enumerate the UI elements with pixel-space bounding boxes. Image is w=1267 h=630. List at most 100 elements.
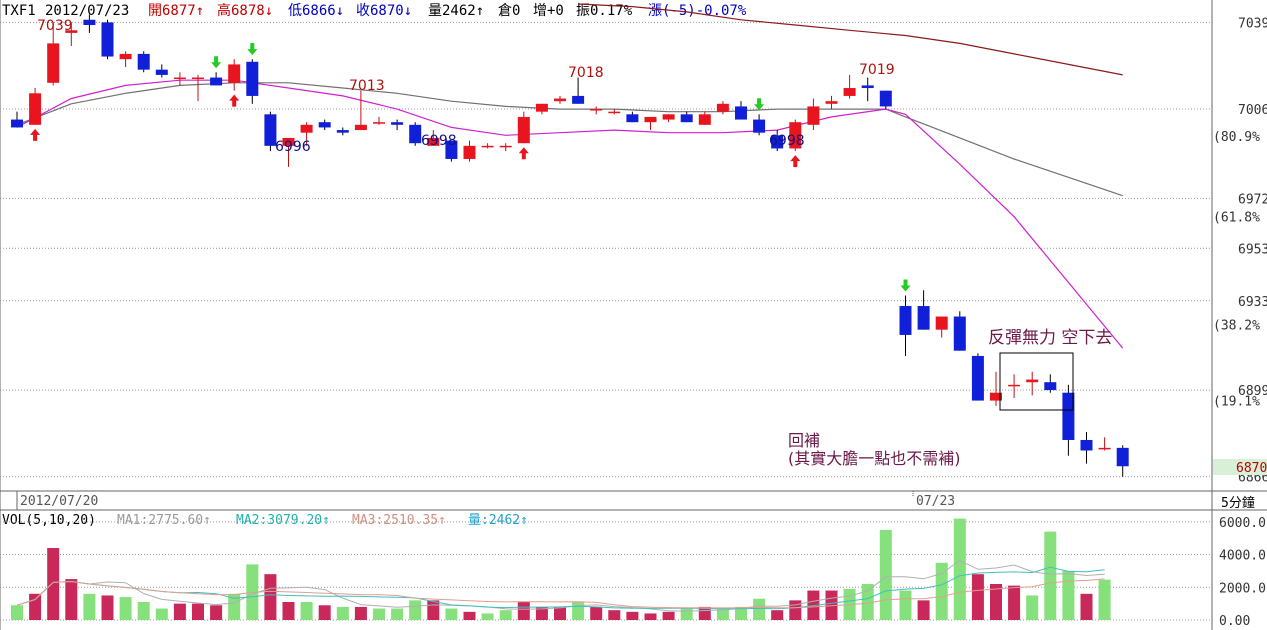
candle-body bbox=[590, 109, 603, 111]
volume-tick-label: 4000.0 bbox=[1219, 549, 1266, 564]
candle-body bbox=[409, 124, 422, 144]
candle-body bbox=[336, 130, 349, 133]
volume-bar bbox=[517, 602, 530, 620]
candle-body bbox=[246, 61, 259, 96]
volume-bar bbox=[971, 574, 984, 620]
symbol-label: TXF1 bbox=[2, 3, 36, 19]
peak-label-7013: 7013 bbox=[349, 78, 385, 94]
candle-body bbox=[626, 114, 639, 123]
volume-title: VOL(5,10,20) bbox=[2, 513, 96, 528]
candle-body bbox=[680, 114, 693, 123]
candle-body bbox=[11, 119, 23, 128]
refill-title: 回補 bbox=[788, 431, 820, 450]
volume-bar bbox=[626, 611, 639, 620]
candle-body bbox=[1116, 447, 1129, 467]
volume-bar bbox=[644, 613, 657, 620]
candle-body bbox=[843, 88, 856, 96]
volume-bar bbox=[300, 602, 313, 620]
volume-bar bbox=[463, 611, 476, 620]
candle-body bbox=[935, 316, 948, 330]
price-tick-label: 7039 bbox=[1238, 16, 1267, 31]
candle-body bbox=[1008, 384, 1021, 387]
candle-body bbox=[1080, 439, 1093, 451]
volume-bar bbox=[990, 584, 1002, 620]
volume-bar bbox=[282, 602, 295, 620]
volume-bar bbox=[1044, 531, 1057, 620]
time-label-0720: 2012/07/20 bbox=[20, 494, 98, 509]
volume-bar bbox=[680, 608, 693, 620]
volume-bar bbox=[210, 605, 223, 620]
time-axis: 2012/07/20 07/23 5分鐘 bbox=[20, 494, 1255, 511]
last-price-highlight bbox=[1213, 459, 1267, 475]
candle-body bbox=[155, 69, 168, 75]
trough-label-6998-a: 6998 bbox=[421, 133, 457, 149]
candle-body bbox=[137, 53, 150, 70]
candle-body bbox=[354, 124, 367, 131]
price-tick-label: 6972 bbox=[1238, 192, 1267, 207]
volume-ma-lines bbox=[16, 559, 1105, 612]
buy-signal-arrow bbox=[229, 94, 240, 107]
candle-body bbox=[373, 122, 385, 124]
annotations: 7039 7013 7018 7019 6996 6998 6998 反彈無力 … bbox=[37, 18, 1112, 468]
volume-bar bbox=[481, 613, 494, 620]
volume-bar bbox=[1098, 579, 1111, 620]
ma-short-line bbox=[16, 79, 1124, 349]
oi-change-label: 增+0 bbox=[533, 3, 564, 19]
volume-bar bbox=[789, 600, 802, 620]
price-axis: 7039700669726953693368996866(80.9%(61.8%… bbox=[1213, 16, 1267, 485]
change-label: 漲(-5)-0.07% bbox=[648, 3, 747, 19]
volume-header: VOL(5,10,20) MA1:2775.60↑ MA2:3079.20↑ M… bbox=[2, 513, 528, 528]
volume-bar bbox=[192, 603, 204, 620]
candle-body bbox=[735, 106, 747, 120]
open-label: 開6877↑ bbox=[148, 3, 204, 19]
volume-bar bbox=[336, 606, 349, 620]
candle-body bbox=[953, 316, 966, 351]
candle-body bbox=[662, 114, 675, 120]
volume-bar bbox=[155, 608, 168, 620]
candles bbox=[11, 14, 1129, 477]
candle-body bbox=[771, 135, 784, 149]
candle-body bbox=[1098, 447, 1111, 450]
volume-bar bbox=[445, 608, 458, 620]
candle-body bbox=[83, 19, 96, 26]
volume-grid: 6000.0 4000.0 2000.0 0.00 bbox=[0, 516, 1266, 629]
volume-bar bbox=[29, 593, 42, 620]
candle-body bbox=[535, 103, 548, 112]
volume-bar bbox=[499, 610, 512, 620]
buy-signal-arrow bbox=[30, 128, 41, 141]
header-bar: TXF1 2012/07/23 開6877↑ 高6878↓ 低6866↓ 收68… bbox=[2, 2, 747, 19]
signal-arrows bbox=[30, 43, 911, 292]
volume-bar bbox=[354, 606, 367, 620]
volume-bar bbox=[264, 574, 277, 620]
volume-bar bbox=[1062, 570, 1075, 620]
fib-level-label: (80.9% bbox=[1213, 130, 1260, 145]
volume-ma5-line bbox=[16, 559, 1105, 612]
volume-bar bbox=[662, 611, 675, 620]
price-tick-label: 6933 bbox=[1238, 295, 1267, 310]
candle-body bbox=[282, 137, 295, 146]
sell-signal-arrow bbox=[247, 43, 258, 56]
candle-body bbox=[899, 306, 912, 335]
volume-bar bbox=[427, 600, 440, 620]
candle-body bbox=[990, 392, 1002, 401]
volume-bar bbox=[716, 608, 729, 620]
amplitude-label: 振0.17% bbox=[576, 3, 633, 19]
volume-bar bbox=[899, 590, 912, 620]
volume-bar bbox=[535, 606, 548, 620]
volume-bar bbox=[935, 562, 948, 620]
volume-bar bbox=[572, 602, 585, 620]
candle-body bbox=[210, 77, 223, 86]
volume-ma3: MA3:2510.35↑ bbox=[352, 513, 446, 528]
volume-bar bbox=[771, 610, 784, 620]
volume-bar bbox=[11, 605, 23, 620]
candle-body bbox=[917, 306, 930, 330]
period-label: 5分鐘 bbox=[1221, 495, 1255, 511]
candle-body bbox=[427, 137, 440, 146]
volume-bar bbox=[228, 593, 241, 620]
volume-bar bbox=[318, 605, 331, 620]
fib-level-label: (38.2% bbox=[1213, 318, 1260, 333]
candle-body bbox=[47, 43, 60, 83]
volume-bar bbox=[101, 595, 114, 620]
volume-bar bbox=[590, 606, 603, 620]
ma-long-line bbox=[578, 3, 1123, 76]
